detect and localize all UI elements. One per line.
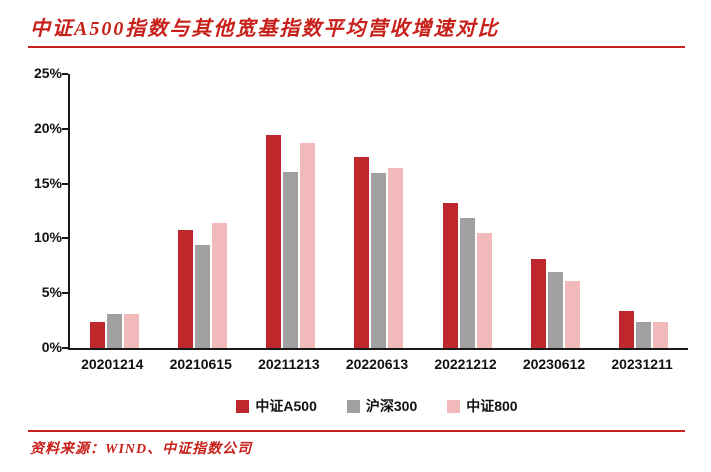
bar-csi-a500 bbox=[266, 135, 282, 348]
bar-csi-a500 bbox=[531, 259, 547, 348]
y-axis-tick bbox=[62, 237, 68, 240]
x-axis-label: 20230612 bbox=[522, 356, 586, 372]
x-axis-label: 20221212 bbox=[434, 356, 497, 372]
y-axis-tick bbox=[62, 127, 68, 130]
bar-csi-a500 bbox=[89, 321, 105, 348]
bar-hs300 bbox=[106, 314, 122, 348]
bar-hs300 bbox=[636, 321, 652, 348]
bar-csi-800 bbox=[653, 321, 669, 348]
y-axis-tick bbox=[62, 347, 68, 349]
bar-csi-800 bbox=[388, 168, 404, 348]
bar-hs300 bbox=[283, 171, 299, 348]
x-axis-label: 20210615 bbox=[169, 356, 232, 372]
title-divider bbox=[28, 46, 685, 48]
legend-item-csi-a500: 中证A500 bbox=[236, 396, 317, 416]
legend-label: 沪深300 bbox=[365, 398, 418, 414]
bar-hs300 bbox=[371, 172, 387, 348]
bar-group bbox=[354, 74, 404, 348]
bar-csi-800 bbox=[211, 223, 227, 348]
bar-csi-a500 bbox=[354, 157, 370, 348]
bar-group bbox=[531, 74, 581, 348]
bar-csi-800 bbox=[476, 232, 492, 348]
bar-group bbox=[442, 74, 492, 348]
chart: 20201214 20210615 20211213 20220613 20221212… bbox=[0, 60, 711, 420]
y-axis-tick bbox=[62, 73, 68, 75]
legend: 中证A500 沪深300 中证800 bbox=[68, 396, 686, 416]
y-axis-label: 20% bbox=[33, 119, 62, 136]
x-axis-label: 20201214 bbox=[81, 356, 144, 372]
bar-group bbox=[266, 74, 316, 348]
y-axis-label: 10% bbox=[33, 229, 62, 246]
y-axis-tick bbox=[62, 182, 68, 185]
source-text: 资料来源：WIND、中证指数公司 bbox=[30, 442, 253, 457]
bar-csi-800 bbox=[565, 281, 581, 348]
bar-hs300 bbox=[548, 272, 564, 348]
bar-csi-a500 bbox=[442, 203, 458, 348]
legend-swatch-csi-a500 bbox=[236, 399, 250, 413]
y-axis-label: 25% bbox=[33, 65, 62, 81]
bar-group bbox=[89, 74, 139, 348]
bar-group bbox=[177, 74, 227, 348]
legend-item-hs300: 沪深300 bbox=[346, 396, 418, 416]
bar-group bbox=[619, 74, 669, 348]
x-axis-label: 20220613 bbox=[345, 356, 409, 372]
x-axis-labels: 20201214 20210615 20211213 20220613 20221212… bbox=[68, 356, 686, 372]
bar-csi-800 bbox=[300, 143, 316, 348]
bar-csi-800 bbox=[123, 314, 139, 348]
bar-csi-a500 bbox=[177, 229, 193, 348]
plot-area bbox=[68, 74, 688, 350]
legend-swatch-csi-800 bbox=[447, 399, 461, 413]
bar-csi-a500 bbox=[619, 310, 635, 348]
y-axis-label: 0% bbox=[41, 339, 62, 355]
y-axis-label: 15% bbox=[33, 174, 62, 191]
legend-swatch-hs300 bbox=[346, 399, 360, 413]
x-axis-label: 20231211 bbox=[611, 356, 673, 372]
source-divider bbox=[28, 430, 685, 432]
legend-label: 中证800 bbox=[466, 398, 518, 414]
bar-hs300 bbox=[194, 244, 210, 348]
x-axis-label: 20211213 bbox=[258, 356, 320, 372]
y-axis-tick bbox=[62, 292, 68, 295]
bar-hs300 bbox=[459, 217, 475, 348]
legend-item-csi-800: 中证800 bbox=[447, 396, 518, 416]
legend-label: 中证A500 bbox=[255, 398, 317, 414]
chart-title: 中证A500指数与其他宽基指数平均营收增速对比 bbox=[30, 18, 500, 40]
y-axis-label: 5% bbox=[41, 284, 62, 301]
